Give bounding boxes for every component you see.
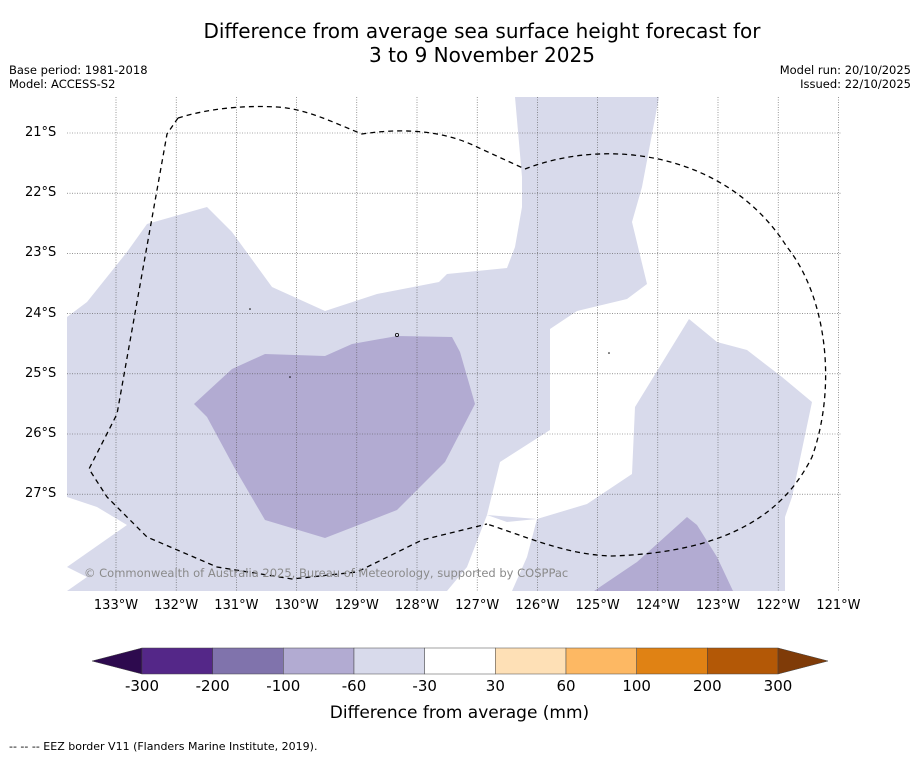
latitude-label: 24°S — [25, 305, 57, 321]
title-line-1: Difference from average sea surface heig… — [203, 19, 761, 43]
meta-right: Model run: 20/10/2025 Issued: 22/10/2025 — [780, 63, 911, 91]
gridlines — [67, 97, 842, 591]
longitude-label: 131°W — [214, 598, 259, 613]
latitude-label: 22°S — [25, 185, 57, 201]
colorbar-under-arrow — [91, 647, 143, 675]
longitude-label: 128°W — [394, 598, 440, 613]
latitude-label: 26°S — [25, 426, 57, 441]
colorbar-bin — [283, 647, 355, 675]
latitude-label: 23°S — [25, 245, 57, 261]
anomaly-region-white-corner — [67, 567, 87, 591]
island-mark — [608, 352, 610, 354]
map-panel — [67, 97, 842, 591]
title-line-2: 3 to 9 November 2025 — [369, 43, 595, 67]
longitude-label: 122°W — [756, 598, 801, 613]
colorbar-over-arrow — [777, 647, 829, 675]
longitude-label: 129°W — [334, 598, 379, 613]
anomaly-region-mid-se — [594, 517, 733, 591]
latitude-label: 27°S — [25, 486, 57, 502]
copyright-notice: © Commonwealth of Australia 2025, Bureau… — [84, 566, 569, 580]
eez-border-north — [177, 105, 526, 170]
longitude-label: 127°W — [455, 598, 500, 613]
longitude-label: 133°W — [93, 598, 139, 613]
island-mark — [394, 332, 399, 337]
colorbar-bin — [636, 647, 708, 675]
colorbar-bin — [424, 647, 496, 675]
colorbar-bins — [141, 647, 779, 675]
map-svg — [67, 97, 842, 591]
colorbar-svg — [91, 647, 829, 675]
colorbar-tick-label: 100 — [622, 677, 651, 695]
longitude-label: 126°W — [515, 598, 560, 613]
colorbar-bin — [707, 647, 779, 675]
colorbar-tick-label: -60 — [341, 677, 367, 695]
colorbar-tick-label: 60 — [556, 677, 576, 695]
longitude-label: 125°W — [575, 598, 620, 613]
eez-border-west — [88, 117, 488, 580]
colorbar-bin — [141, 647, 213, 675]
longitude-label: 124°W — [635, 598, 680, 613]
eez-border-east — [486, 153, 827, 557]
latitude-label: 25°S — [25, 365, 57, 381]
colorbar-tick-label: 30 — [485, 677, 505, 695]
colorbar-tick-label: 200 — [693, 677, 722, 695]
colorbar-bin — [212, 647, 284, 675]
longitude-label: 132°W — [154, 598, 199, 613]
island-mark — [249, 308, 251, 310]
colorbar-bin — [353, 647, 425, 675]
colorbar-tick-label: -100 — [266, 677, 301, 695]
colorbar-tick-label: -30 — [412, 677, 437, 695]
anomaly-region-mid — [194, 336, 475, 538]
model-run: Model run: 20/10/2025 — [779, 63, 911, 77]
meta-left: Base period: 1981-2018 Model: ACCESS-S2 — [9, 63, 148, 91]
map-title: Difference from average sea surface heig… — [0, 19, 919, 67]
island-mark — [289, 376, 291, 378]
longitude-label: 123°W — [695, 598, 741, 613]
colorbar-tick-label: 300 — [763, 677, 793, 695]
latitude-label: 21°S — [25, 125, 57, 140]
base-period: Base period: 1981-2018 — [9, 63, 148, 77]
longitude-label: 130°W — [274, 598, 319, 613]
eez-footnote: -- -- -- EEZ border V11 (Flanders Marine… — [9, 740, 318, 753]
colorbar-tick-label: -200 — [195, 677, 230, 695]
colorbar-tick-label: -300 — [124, 677, 160, 695]
colorbar — [90, 646, 830, 680]
colorbar-bin — [495, 647, 567, 675]
issued-date: Issued: 22/10/2025 — [800, 77, 911, 91]
longitude-label: 121°W — [816, 598, 861, 613]
colorbar-bin — [565, 647, 637, 675]
anomaly-region-white-sw — [67, 497, 127, 567]
model-name: Model: ACCESS-S2 — [9, 77, 116, 91]
colorbar-title: Difference from average (mm) — [329, 703, 590, 723]
